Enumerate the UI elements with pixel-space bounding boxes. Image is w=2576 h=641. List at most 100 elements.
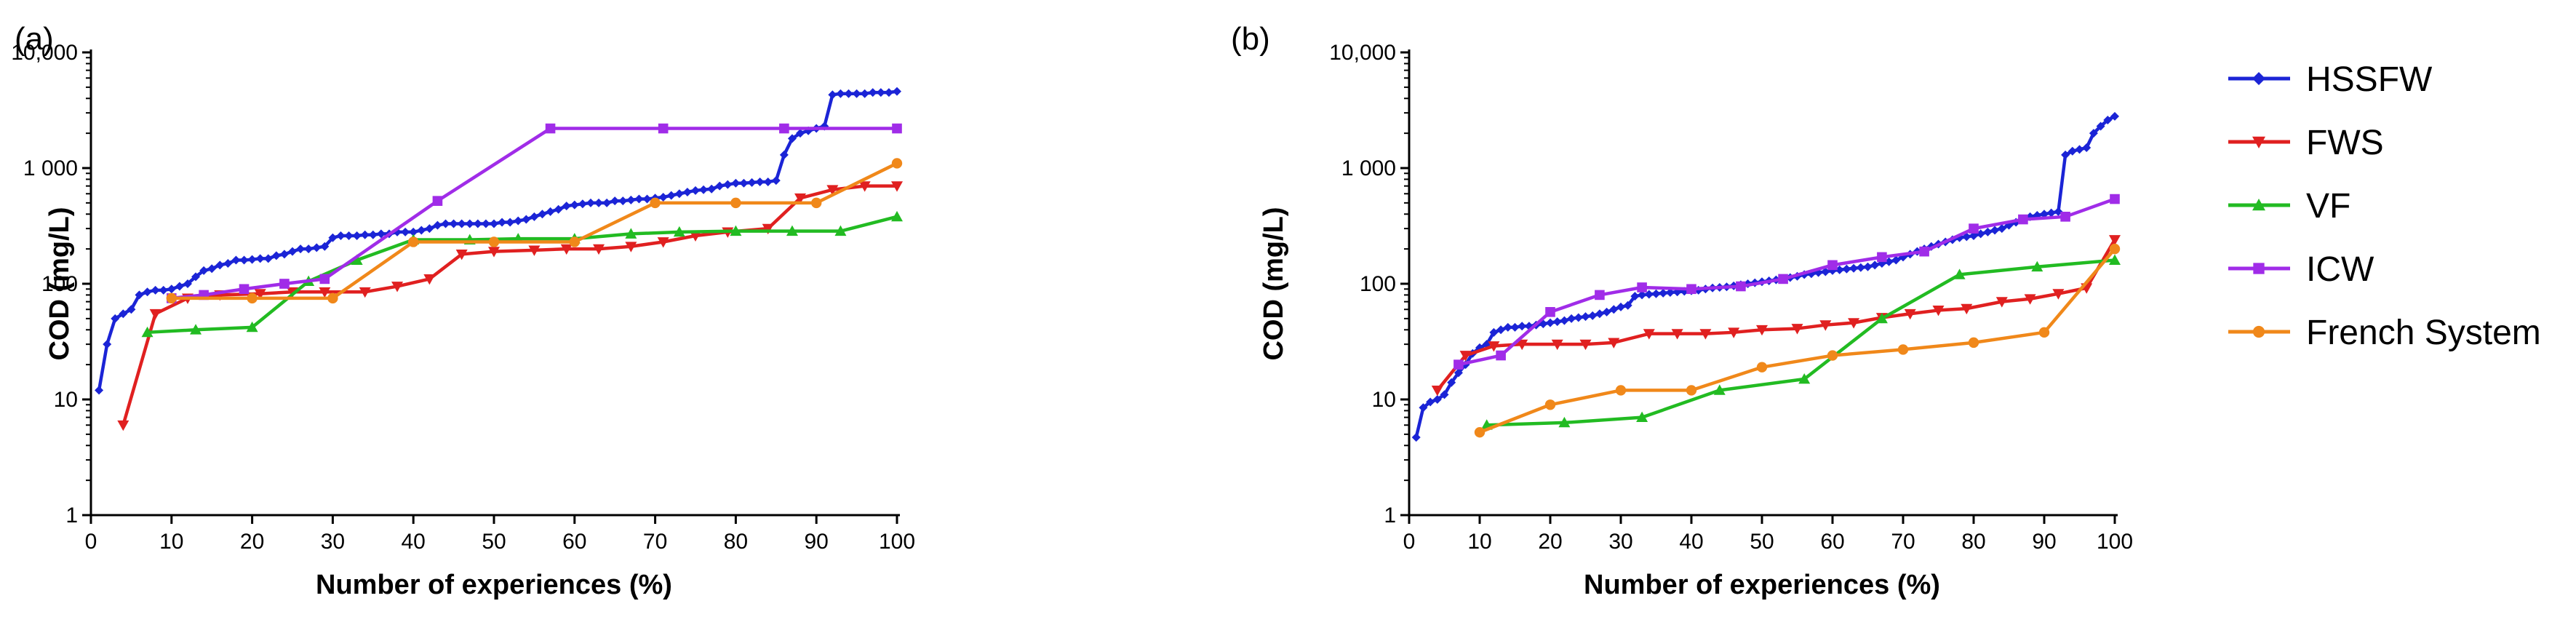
data-point	[473, 219, 482, 228]
data-point	[730, 197, 741, 209]
data-point	[522, 215, 531, 224]
data-point	[1856, 263, 1865, 272]
data-point	[860, 89, 869, 98]
x-tick-label: 100	[2097, 530, 2133, 554]
data-point	[352, 231, 362, 241]
data-point	[1474, 426, 1486, 438]
data-point	[127, 305, 136, 314]
series-french-system	[1474, 243, 2121, 438]
data-point	[634, 194, 644, 204]
data-point	[1778, 274, 1788, 284]
data-point	[1419, 403, 1428, 413]
y-tick-label: 100	[41, 272, 78, 296]
data-point	[441, 219, 450, 228]
data-point	[602, 198, 612, 207]
panel-label: (a)	[15, 21, 54, 57]
data-point	[642, 194, 652, 204]
y-tick-label: 1 000	[1341, 156, 1396, 180]
data-point	[787, 134, 797, 143]
data-point	[762, 223, 774, 235]
data-point	[368, 230, 378, 239]
data-point	[690, 231, 701, 242]
data-point	[376, 229, 386, 239]
data-point	[739, 178, 749, 188]
data-point	[1518, 322, 1527, 331]
series-line	[1436, 239, 2116, 391]
legend-item: French System	[2228, 314, 2541, 352]
data-point	[2096, 122, 2105, 131]
series-fws	[1431, 235, 2121, 397]
data-point	[858, 181, 871, 192]
series-icw	[167, 123, 902, 303]
data-point	[239, 255, 249, 265]
data-point	[891, 181, 903, 192]
data-point	[351, 254, 363, 265]
legend-item: FWS	[2228, 124, 2384, 162]
data-point	[794, 193, 807, 204]
data-point	[490, 219, 498, 228]
x-tick-label: 70	[1891, 530, 1915, 554]
y-tick-label: 10,000	[1329, 41, 1396, 65]
data-point	[1447, 378, 1456, 387]
series-line	[171, 162, 898, 300]
data-point	[247, 255, 257, 264]
series-line	[1414, 114, 2116, 438]
y-tick-label: 10,000	[11, 41, 78, 65]
data-point	[852, 89, 861, 98]
data-point	[673, 226, 685, 237]
data-point	[159, 285, 168, 295]
data-point	[1659, 288, 1668, 298]
data-point	[408, 236, 419, 247]
data-point	[328, 233, 338, 242]
x-tick-label: 20	[240, 530, 264, 554]
data-point	[892, 123, 902, 134]
data-point	[1545, 307, 1555, 317]
x-tick-label: 10	[159, 530, 183, 554]
panel-label: (b)	[1231, 21, 1270, 57]
data-point	[401, 227, 410, 236]
data-point	[1897, 344, 1909, 355]
data-point	[1699, 329, 1712, 340]
x-tick-label: 60	[562, 530, 586, 554]
data-point	[893, 87, 901, 96]
data-point	[1665, 288, 1675, 298]
data-point	[538, 210, 547, 219]
x-tick-label: 50	[1750, 530, 1774, 554]
data-point	[2046, 208, 2056, 218]
data-point	[1983, 227, 1993, 236]
data-point	[796, 129, 805, 138]
data-point	[247, 292, 258, 304]
data-point	[1995, 297, 2008, 308]
data-point	[771, 176, 781, 186]
data-point	[167, 284, 176, 294]
data-point	[111, 314, 120, 323]
data-point	[1510, 322, 1520, 332]
data-point	[1552, 317, 1562, 327]
legend-swatch-marker	[2253, 263, 2265, 274]
data-point	[594, 198, 604, 207]
data-point	[1608, 338, 1620, 349]
data-point	[433, 220, 442, 230]
data-point	[650, 197, 661, 209]
data-point	[2110, 111, 2119, 121]
data-point	[2082, 143, 2091, 153]
series-vf	[141, 210, 903, 338]
data-point	[528, 245, 541, 256]
data-point	[1558, 416, 1571, 428]
data-point	[514, 216, 523, 226]
data-point	[2018, 214, 2028, 225]
data-point	[423, 274, 436, 285]
data-point	[1546, 318, 1555, 327]
data-point	[657, 237, 669, 248]
data-point	[263, 254, 273, 263]
x-tick-label: 20	[1538, 530, 1562, 554]
legend: HSSFW FWS VF ICW French System	[2228, 60, 2541, 352]
data-point	[1932, 306, 1945, 316]
data-point	[1686, 385, 1697, 396]
data-point	[625, 228, 637, 239]
data-point	[1454, 359, 1464, 370]
legend-swatch-marker	[2252, 199, 2265, 211]
legend-item: ICW	[2228, 250, 2374, 289]
data-point	[117, 420, 129, 431]
